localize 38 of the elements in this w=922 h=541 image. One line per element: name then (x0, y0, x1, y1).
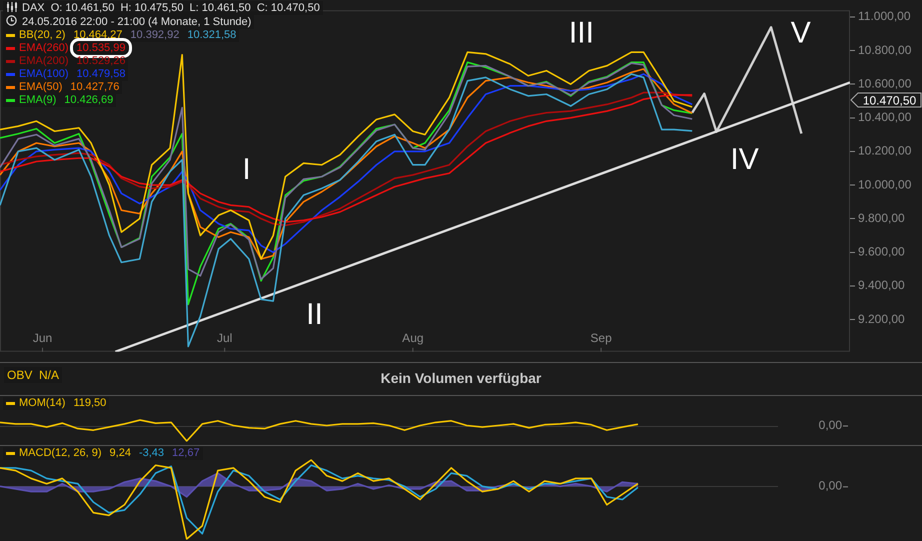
legend-label: MOM(14) 119,50 (19, 397, 106, 409)
text: Kein Volumen verfügbar (380, 370, 542, 386)
legend-label: BB(20, 2) 10.464,27 (19, 29, 122, 41)
y-tick-label: 10.000,00 (858, 177, 912, 192)
y-tick-label: 10.600,00 (858, 76, 912, 90)
x-tick-label: Jun (32, 331, 52, 346)
series-label: -3,43 (138, 447, 164, 459)
y-tick-label: 9.600,00 (858, 244, 906, 259)
text: 10.470,50 (862, 93, 917, 108)
text: 10.392,92 (130, 29, 180, 41)
series-label: 12,67 (172, 447, 200, 459)
legend-label: EMA(100) 10.479,58 (19, 68, 126, 80)
y-tick-label: 9.200,00 (858, 312, 906, 326)
annotation: V (790, 16, 811, 50)
chart-title: DAX O: 10.461,50 H: 10.475,50 L: 10.461,50 C: 10.470,50 (22, 2, 320, 14)
x-tick-label: Jul (216, 331, 232, 346)
legend-label: EMA(50) 10.427,76 (19, 81, 120, 93)
text: 0,00 (818, 418, 842, 432)
x-tick-label: Aug (402, 331, 424, 346)
y-tick-label: 10.200,00 (858, 144, 912, 158)
legend-label: MACD(12, 26, 9) 9,24 (19, 447, 131, 459)
y-tick-label: 9.400,00 (858, 278, 906, 292)
y-tick-label: 10.400,00 (858, 110, 912, 124)
annotation: II (306, 298, 323, 332)
text: 24.05.2016 22:00 - 21:00 (4 Monate, 1 Stunde) (22, 16, 252, 28)
legend-label: EMA(200) 10.529,26 (19, 55, 126, 67)
legend-label: EMA(260) 10.535,99 (19, 42, 126, 54)
y-tick-label: 10.800,00 (858, 42, 912, 57)
text: 10.321,58 (187, 29, 236, 41)
annotation: IV (730, 142, 759, 176)
annotation: I (242, 153, 251, 186)
y-tick-label: 11.000,00 (858, 9, 911, 24)
x-tick-label: Sep (590, 331, 612, 346)
y-tick-label: 9.800,00 (858, 210, 906, 225)
annotation: III (568, 16, 594, 50)
legend-label: EMA(9) 10.426,69 (19, 94, 114, 106)
text: 0,00 (818, 478, 842, 493)
text: OBV N/A (4, 367, 62, 383)
